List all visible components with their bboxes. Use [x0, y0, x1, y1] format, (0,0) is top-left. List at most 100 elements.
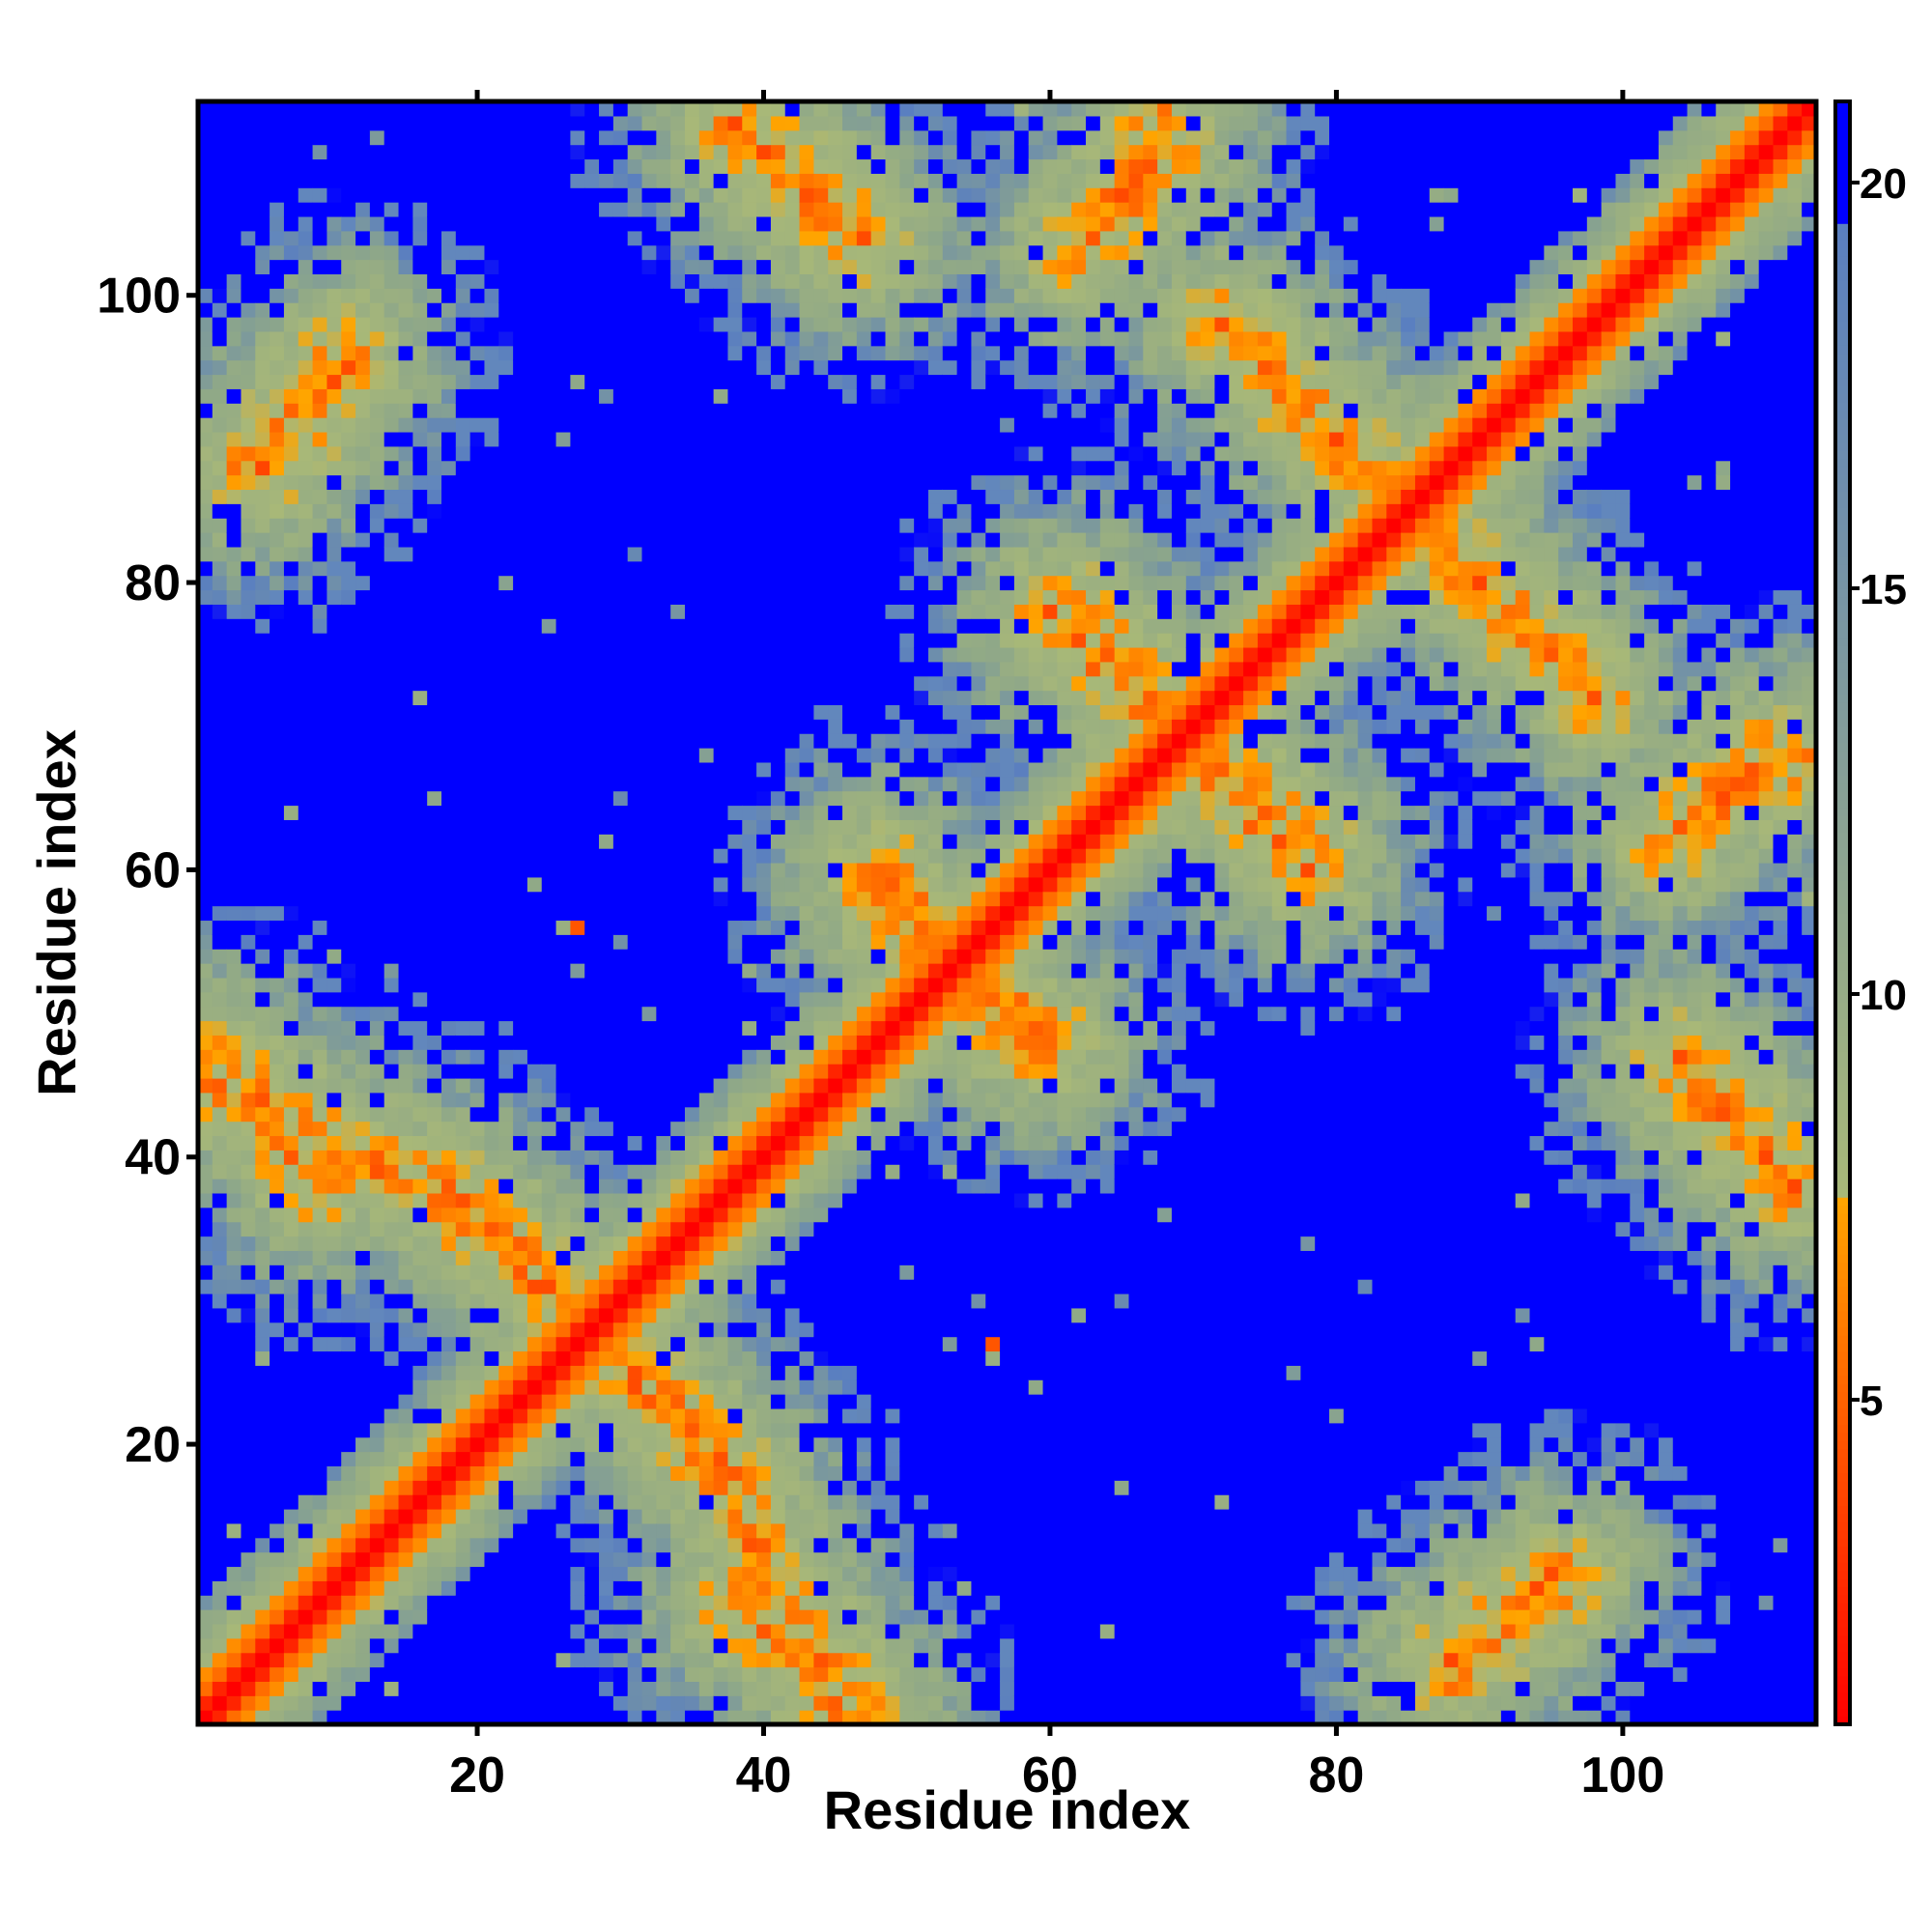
heatmap-cell	[713, 302, 729, 318]
heatmap-cell	[684, 317, 700, 332]
heatmap-cell	[555, 991, 571, 1008]
heatmap-cell	[742, 618, 757, 634]
heatmap-cell	[398, 1537, 413, 1553]
heatmap-cell	[369, 920, 385, 935]
heatmap-cell	[412, 460, 428, 476]
heatmap-cell	[241, 848, 256, 864]
heatmap-cell	[727, 604, 743, 619]
heatmap-cell	[742, 977, 757, 993]
heatmap-cell	[713, 1250, 729, 1265]
heatmap-cell	[412, 1150, 428, 1165]
heatmap-cell	[341, 288, 356, 303]
heatmap-cell	[398, 1207, 413, 1223]
heatmap-cell	[412, 661, 428, 677]
heatmap-cell	[241, 144, 256, 160]
heatmap-cell	[198, 244, 213, 261]
heatmap-cell	[484, 317, 499, 332]
heatmap-cell	[727, 862, 743, 878]
heatmap-cell	[670, 575, 686, 591]
heatmap-cell	[742, 1207, 757, 1223]
heatmap-cell	[226, 604, 242, 619]
heatmap-cell	[784, 604, 801, 619]
heatmap-cell	[513, 474, 528, 491]
heatmap-cell	[813, 187, 829, 203]
heatmap-cell	[312, 733, 327, 749]
heatmap-cell	[799, 503, 814, 519]
heatmap-cell	[384, 431, 400, 447]
heatmap-cell	[298, 848, 314, 864]
heatmap-cell	[312, 403, 327, 418]
heatmap-cell	[283, 1293, 299, 1309]
heatmap-cell	[742, 173, 757, 188]
heatmap-cell	[484, 288, 499, 303]
heatmap-cell	[656, 1006, 671, 1022]
heatmap-cell	[355, 1077, 371, 1094]
heatmap-cell	[727, 1637, 743, 1654]
heatmap-cell	[327, 1150, 342, 1165]
heatmap-cell	[226, 690, 242, 706]
heatmap-cell	[570, 445, 585, 462]
heatmap-cell	[498, 1192, 514, 1208]
heatmap-cell	[427, 661, 442, 677]
heatmap-cell	[828, 1623, 843, 1639]
heatmap-cell	[513, 115, 528, 131]
heatmap-cell	[770, 1710, 786, 1725]
heatmap-cell	[283, 317, 299, 332]
heatmap-cell	[469, 1537, 486, 1553]
heatmap-cell	[212, 646, 228, 663]
heatmap-cell	[241, 1652, 256, 1668]
heatmap-cell	[198, 1279, 213, 1294]
heatmap-cell	[742, 1064, 757, 1079]
heatmap-cell	[412, 819, 428, 835]
heatmap-cell	[770, 230, 786, 246]
heatmap-cell	[440, 1508, 457, 1524]
heatmap-cell	[727, 1049, 743, 1065]
heatmap-cell	[627, 1681, 643, 1696]
heatmap-cell	[756, 1465, 772, 1481]
heatmap-cell	[341, 1566, 356, 1581]
heatmap-cell	[298, 1566, 314, 1581]
heatmap-cell	[270, 1121, 285, 1137]
heatmap-cell	[570, 417, 585, 433]
heatmap-cell	[312, 1379, 327, 1395]
heatmap-cell	[355, 776, 371, 792]
heatmap-cell	[656, 748, 671, 763]
heatmap-cell	[670, 934, 686, 950]
heatmap-cell	[756, 1035, 772, 1050]
heatmap-cell	[612, 1207, 629, 1223]
heatmap-cell	[341, 761, 356, 778]
heatmap-cell	[398, 1307, 413, 1323]
heatmap-cell	[584, 273, 600, 289]
heatmap-cell	[770, 431, 786, 447]
heatmap-cell	[255, 1695, 270, 1711]
heatmap-cell	[341, 1394, 356, 1409]
heatmap-cell	[198, 230, 213, 246]
heatmap-cell	[369, 374, 385, 389]
heatmap-cell	[312, 661, 327, 677]
heatmap-cell	[784, 1422, 801, 1438]
heatmap-cell	[255, 618, 270, 634]
heatmap-cell	[641, 518, 657, 533]
heatmap-cell	[756, 1321, 772, 1338]
heatmap-cell	[226, 101, 242, 117]
heatmap-cell	[742, 1150, 757, 1165]
heatmap-cell	[341, 848, 356, 864]
heatmap-cell	[312, 1035, 327, 1050]
heatmap-cell	[698, 1637, 715, 1654]
heatmap-cell	[756, 675, 772, 692]
heatmap-cell	[226, 1006, 242, 1022]
heatmap-cell	[270, 1336, 285, 1352]
heatmap-cell	[398, 934, 413, 950]
heatmap-cell	[756, 403, 772, 418]
heatmap-cell	[513, 949, 528, 964]
heatmap-cell	[756, 503, 772, 519]
heatmap-cell	[641, 1637, 657, 1654]
heatmap-cell	[212, 1092, 228, 1108]
heatmap-cell	[670, 1508, 686, 1524]
heatmap-cell	[784, 848, 801, 864]
heatmap-cell	[698, 1551, 715, 1568]
heatmap-cell	[727, 790, 743, 807]
heatmap-cell	[369, 963, 385, 979]
heatmap-cell	[698, 101, 715, 117]
heatmap-cell	[698, 1681, 715, 1696]
